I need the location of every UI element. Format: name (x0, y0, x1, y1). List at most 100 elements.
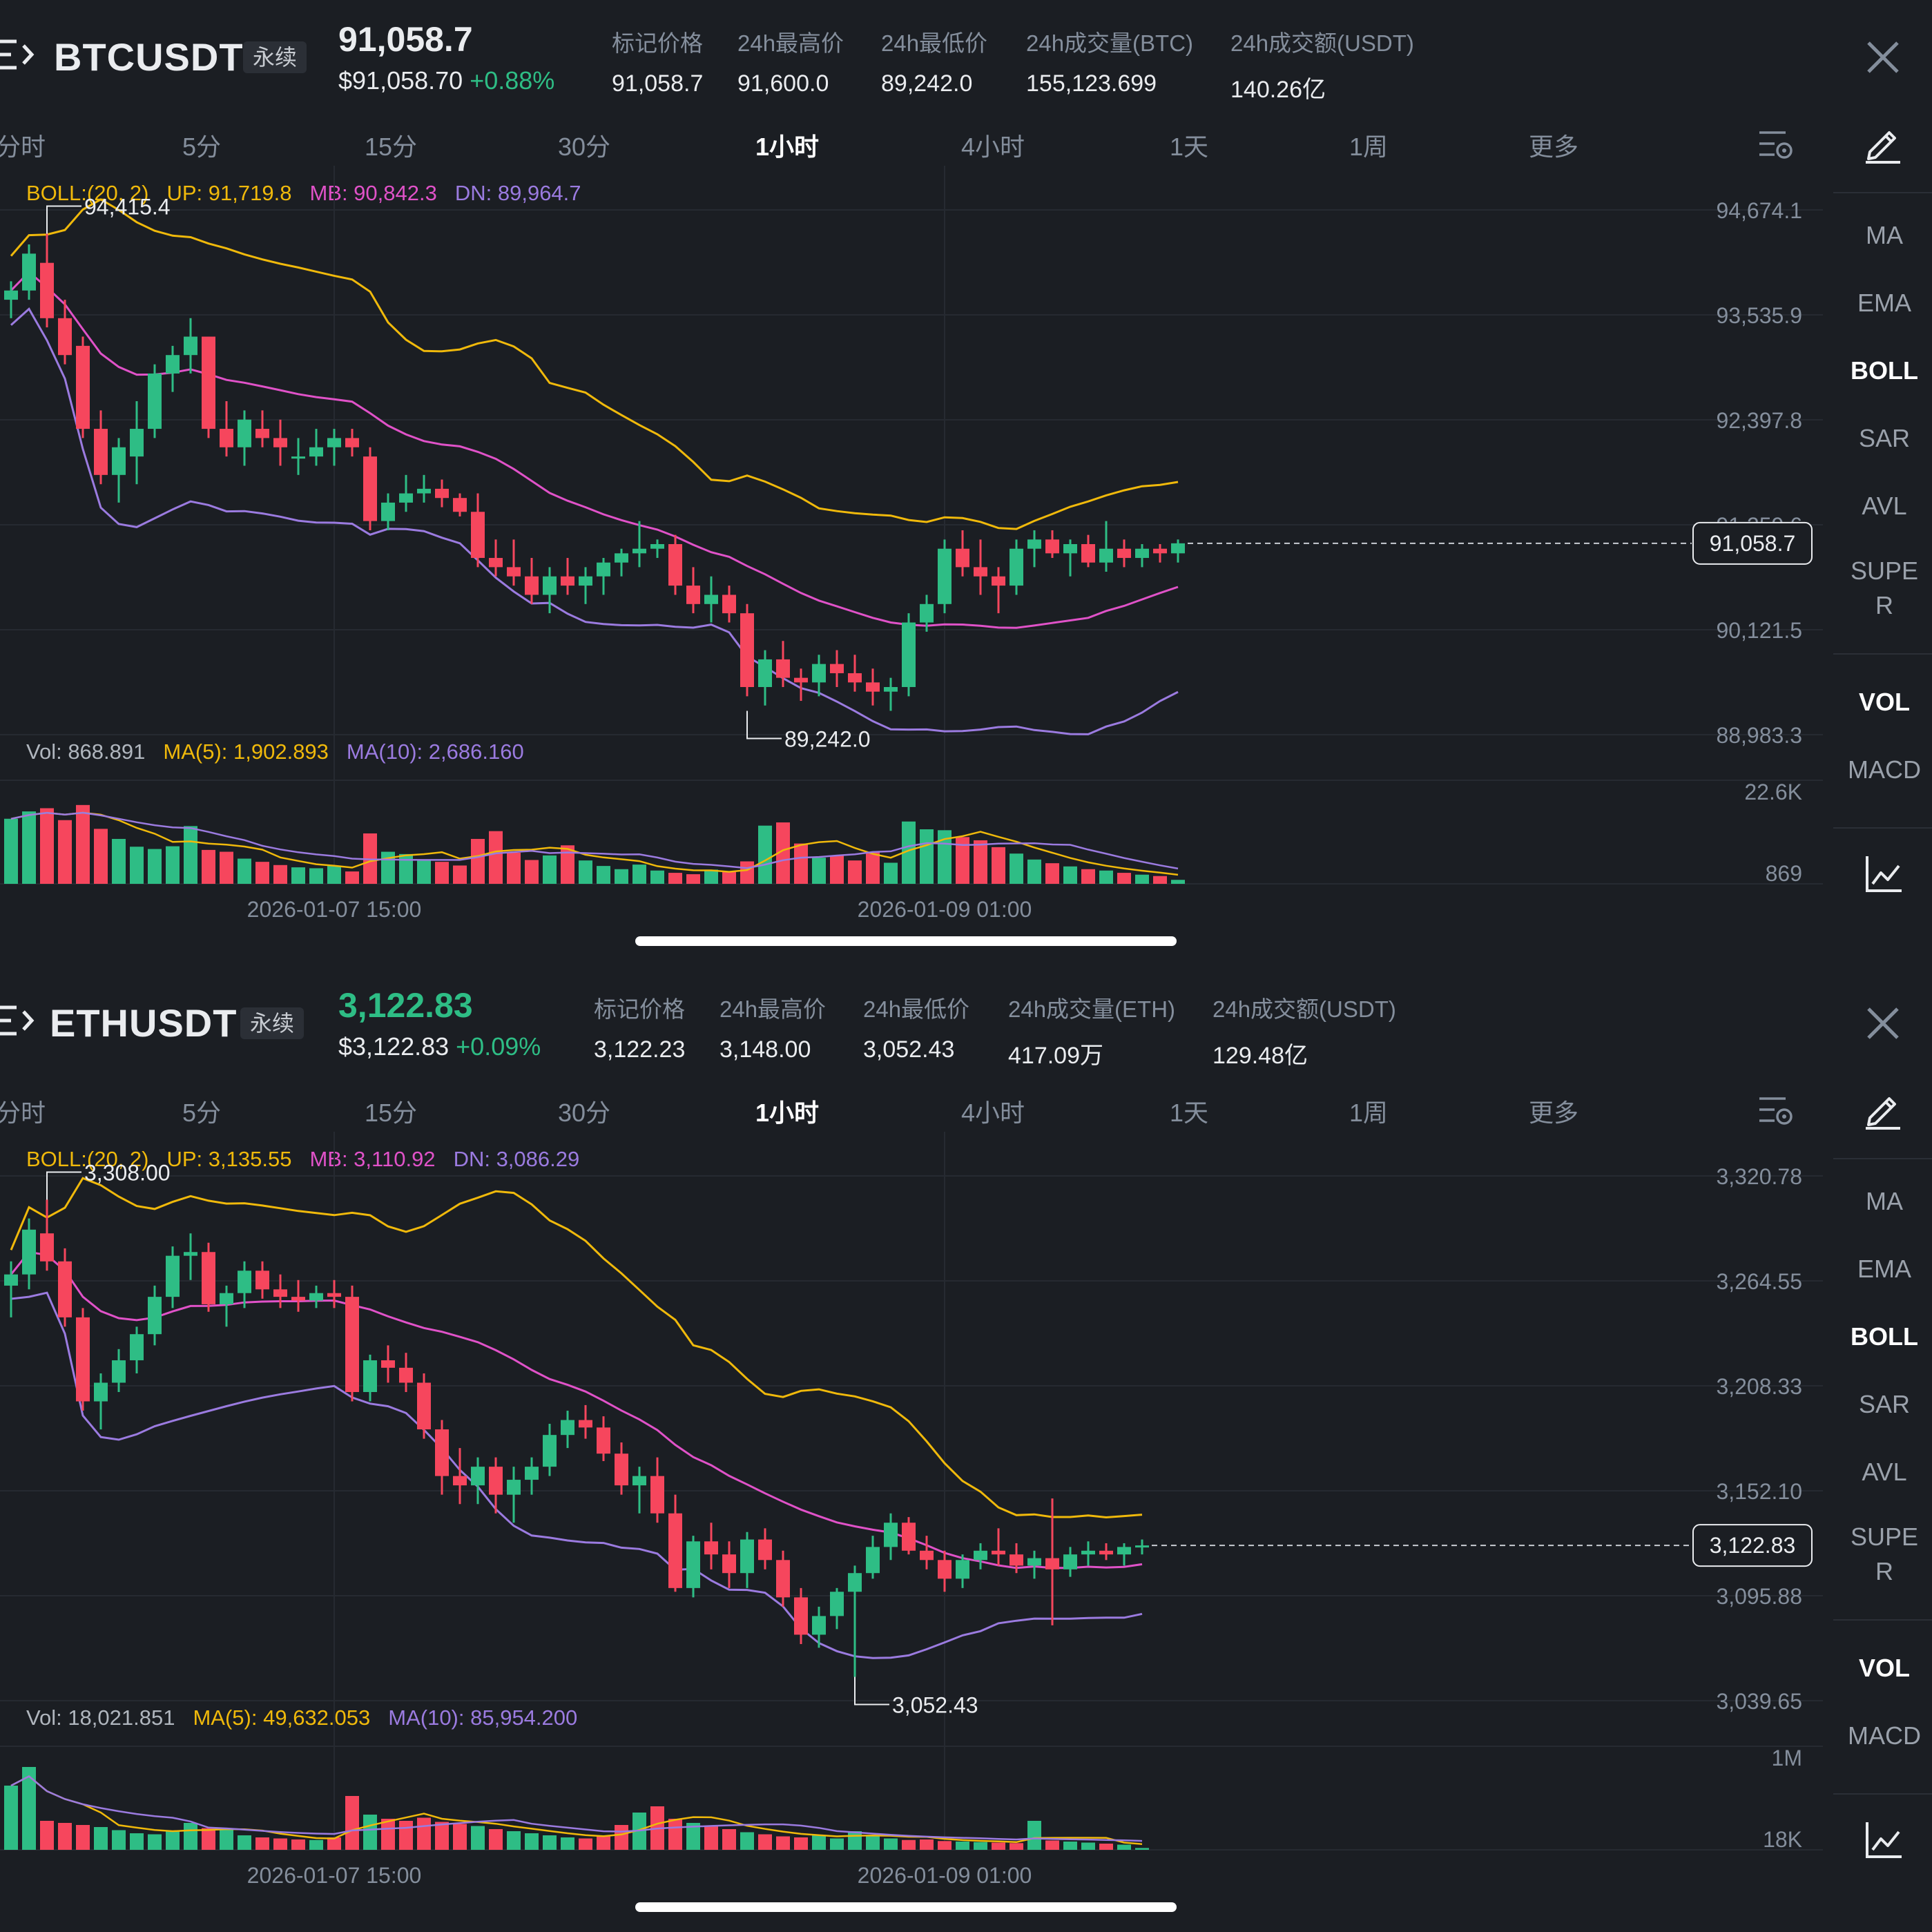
candle[interactable] (255, 1261, 269, 1299)
indicator-ema[interactable]: EMA (1857, 1255, 1911, 1283)
candle[interactable] (345, 1285, 359, 1402)
candle[interactable] (1081, 534, 1095, 568)
candle[interactable] (166, 345, 180, 392)
candle[interactable] (148, 364, 162, 438)
indicator-settings-icon[interactable] (1758, 1094, 1794, 1126)
menu-list-icon[interactable] (0, 39, 35, 70)
candle[interactable] (722, 586, 736, 623)
candle[interactable] (992, 1528, 1005, 1566)
timeframe-tab-6[interactable]: 1天 (1170, 133, 1209, 161)
candle[interactable] (938, 1550, 951, 1592)
pencil-draw-icon[interactable] (1863, 124, 1903, 164)
candle[interactable] (202, 336, 215, 438)
candle[interactable] (1045, 530, 1059, 559)
candle[interactable] (561, 558, 574, 595)
candle[interactable] (1135, 543, 1149, 568)
candle[interactable] (812, 655, 826, 697)
menu-list-icon[interactable] (0, 1005, 35, 1036)
candle[interactable] (1063, 539, 1077, 577)
candle[interactable] (668, 534, 682, 595)
indicator-settings-icon[interactable] (1758, 128, 1794, 160)
candle[interactable] (884, 1513, 898, 1561)
line-chart-icon[interactable] (1863, 1819, 1904, 1861)
candle[interactable] (543, 1423, 557, 1476)
candle[interactable] (543, 567, 557, 614)
candle[interactable] (220, 1285, 233, 1327)
candle[interactable] (4, 1261, 18, 1317)
symbol-title[interactable]: ETHUSDT (50, 1001, 238, 1045)
candle[interactable] (399, 1353, 413, 1392)
candle[interactable] (381, 493, 395, 530)
candlestick-chart[interactable]: 94,674.193,535.992,397.891,259.690,121.5… (0, 166, 1823, 932)
candle[interactable] (920, 1536, 934, 1569)
timeframe-tab-0[interactable]: 分时 (0, 133, 46, 161)
candle[interactable] (112, 438, 126, 503)
candle[interactable] (507, 539, 521, 586)
indicator-boll[interactable]: BOLL (1851, 1322, 1918, 1351)
candle[interactable] (399, 474, 413, 512)
candle[interactable] (58, 1248, 72, 1327)
timeframe-tab-4[interactable]: 1小时 (755, 1099, 820, 1127)
indicator-ma[interactable]: MA (1866, 1187, 1903, 1215)
timeframe-tab-8[interactable]: 更多 (1529, 1099, 1579, 1127)
candle[interactable] (794, 668, 808, 702)
last-price-tag[interactable]: 3,122.83 (1692, 1524, 1813, 1567)
indicator-r[interactable]: R (1875, 591, 1893, 619)
line-chart-icon[interactable] (1863, 853, 1904, 895)
candle[interactable] (1171, 539, 1185, 563)
candle[interactable] (202, 1242, 215, 1312)
candle[interactable] (40, 1199, 54, 1271)
candle[interactable] (848, 1565, 862, 1677)
indicator-vol[interactable]: VOL (1858, 1654, 1910, 1682)
candle[interactable] (453, 493, 467, 516)
candle[interactable] (76, 1308, 90, 1411)
candle[interactable] (848, 655, 862, 692)
candle[interactable] (920, 595, 934, 632)
candle[interactable] (525, 558, 539, 604)
candle[interactable] (363, 447, 377, 530)
candle[interactable] (507, 1467, 521, 1523)
candle[interactable] (1153, 543, 1167, 563)
symbol-title[interactable]: BTCUSDT (54, 35, 244, 79)
candle[interactable] (220, 400, 233, 457)
candle[interactable] (632, 521, 646, 568)
timeframe-tab-5[interactable]: 4小时 (961, 133, 1025, 161)
candle[interactable] (866, 668, 880, 706)
candle[interactable] (1117, 1543, 1131, 1566)
candle[interactable] (525, 1457, 539, 1495)
candle[interactable] (112, 1349, 126, 1392)
candle[interactable] (148, 1285, 162, 1346)
candle[interactable] (58, 300, 72, 365)
candle[interactable] (884, 677, 898, 711)
candle[interactable] (704, 576, 718, 623)
indicator-macd[interactable]: MACD (1848, 1721, 1921, 1750)
timeframe-tab-2[interactable]: 15分 (365, 1099, 418, 1127)
candle[interactable] (76, 336, 90, 438)
indicator-r[interactable]: R (1875, 1557, 1893, 1585)
indicator-vol[interactable]: VOL (1858, 688, 1910, 716)
candle[interactable] (812, 1606, 826, 1648)
candle[interactable] (668, 1494, 682, 1592)
timeframe-tab-0[interactable]: 分时 (0, 1099, 46, 1127)
candle[interactable] (381, 1345, 395, 1383)
candle[interactable] (1135, 1539, 1149, 1555)
candle[interactable] (309, 1285, 323, 1308)
candle[interactable] (1027, 1550, 1041, 1579)
candle[interactable] (650, 1457, 664, 1523)
candle[interactable] (4, 281, 18, 318)
indicator-avl[interactable]: AVL (1862, 1458, 1907, 1486)
candle[interactable] (489, 539, 503, 577)
candle[interactable] (1010, 1543, 1023, 1574)
pencil-draw-icon[interactable] (1863, 1090, 1903, 1130)
candle[interactable] (22, 244, 36, 300)
candle[interactable] (776, 1550, 790, 1607)
candle[interactable] (291, 1279, 305, 1312)
candle[interactable] (579, 1404, 592, 1439)
candle[interactable] (704, 1523, 718, 1569)
candle[interactable] (327, 429, 341, 466)
candle[interactable] (130, 1326, 144, 1373)
timeframe-tab-4[interactable]: 1小时 (755, 133, 820, 161)
candle[interactable] (758, 1528, 772, 1569)
candle[interactable] (435, 479, 449, 508)
candle[interactable] (830, 1587, 844, 1630)
